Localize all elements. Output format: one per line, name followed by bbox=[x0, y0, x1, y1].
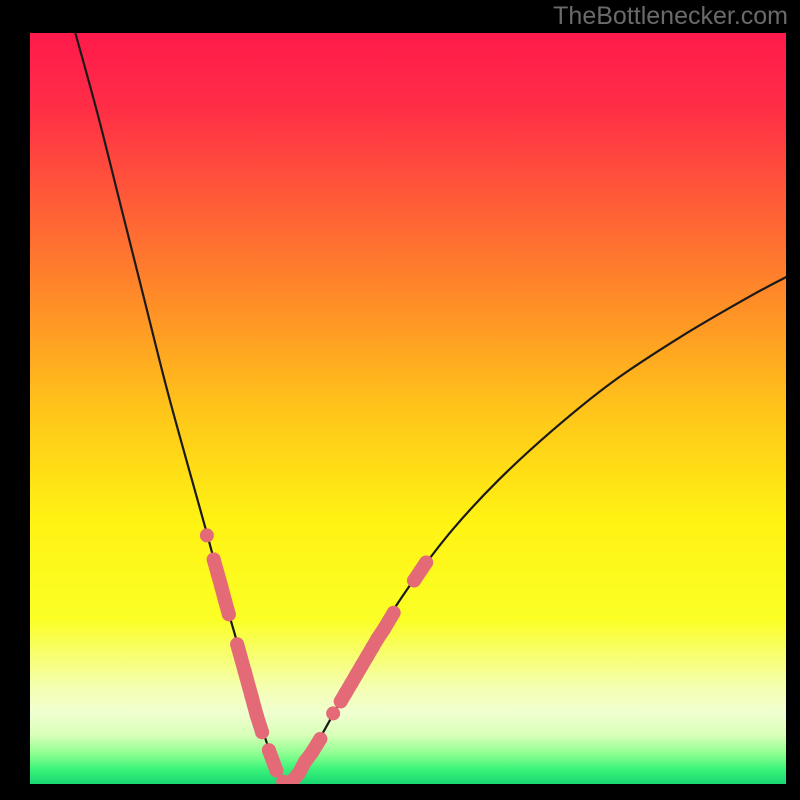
bottleneck-chart bbox=[30, 33, 786, 784]
marker-dot bbox=[222, 607, 236, 621]
marker-dot bbox=[214, 579, 228, 593]
marker-dot bbox=[210, 566, 224, 580]
marker-dot bbox=[326, 706, 340, 720]
marker-dot bbox=[262, 743, 276, 757]
plot-area bbox=[30, 33, 786, 784]
marker-dot bbox=[419, 555, 433, 569]
marker-dot bbox=[407, 573, 421, 587]
marker-dot bbox=[250, 709, 264, 723]
marker-dot bbox=[200, 528, 214, 542]
marker-dot bbox=[230, 637, 244, 651]
marker-dot bbox=[255, 725, 269, 739]
marker-dot bbox=[218, 594, 232, 608]
marker-dot bbox=[313, 732, 327, 746]
marker-dot bbox=[245, 689, 259, 703]
gradient-background bbox=[30, 33, 786, 784]
marker-run-left-top-dot bbox=[200, 528, 214, 542]
marker-run-right-gapdot bbox=[326, 706, 340, 720]
watermark-text: TheBottlenecker.com bbox=[553, 2, 788, 31]
marker-dot bbox=[377, 622, 391, 636]
marker-dot bbox=[207, 552, 221, 566]
marker-dot bbox=[238, 664, 252, 678]
marker-dot bbox=[387, 606, 401, 620]
marker-dot bbox=[305, 745, 319, 759]
